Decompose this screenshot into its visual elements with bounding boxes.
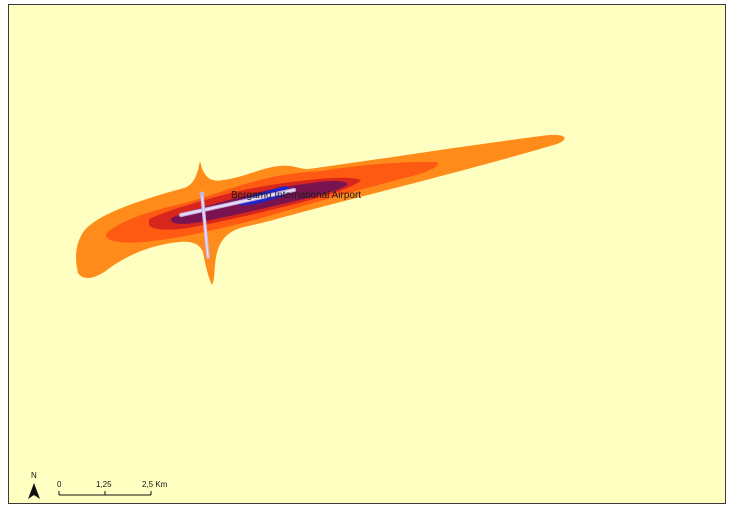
scale-label-0: 0 <box>57 480 62 489</box>
scale-label-1: 1,25 <box>96 480 112 489</box>
north-arrow: N <box>28 471 40 499</box>
runway-secondary <box>199 191 210 259</box>
runway-main <box>179 188 296 217</box>
map-frame: Bergamo International Airport N 0 1,25 2… <box>8 4 726 504</box>
runway-end-marker <box>199 191 205 197</box>
north-letter: N <box>31 471 37 480</box>
north-arrow-icon <box>28 483 40 499</box>
noise-zone-outer <box>76 134 565 285</box>
scale-bar: 0 1,25 2,5 Km <box>57 480 168 496</box>
noise-contour-map: Bergamo International Airport N 0 1,25 2… <box>9 5 725 503</box>
scale-label-2: 2,5 Km <box>142 480 168 489</box>
airport-label: Bergamo International Airport <box>231 190 361 201</box>
